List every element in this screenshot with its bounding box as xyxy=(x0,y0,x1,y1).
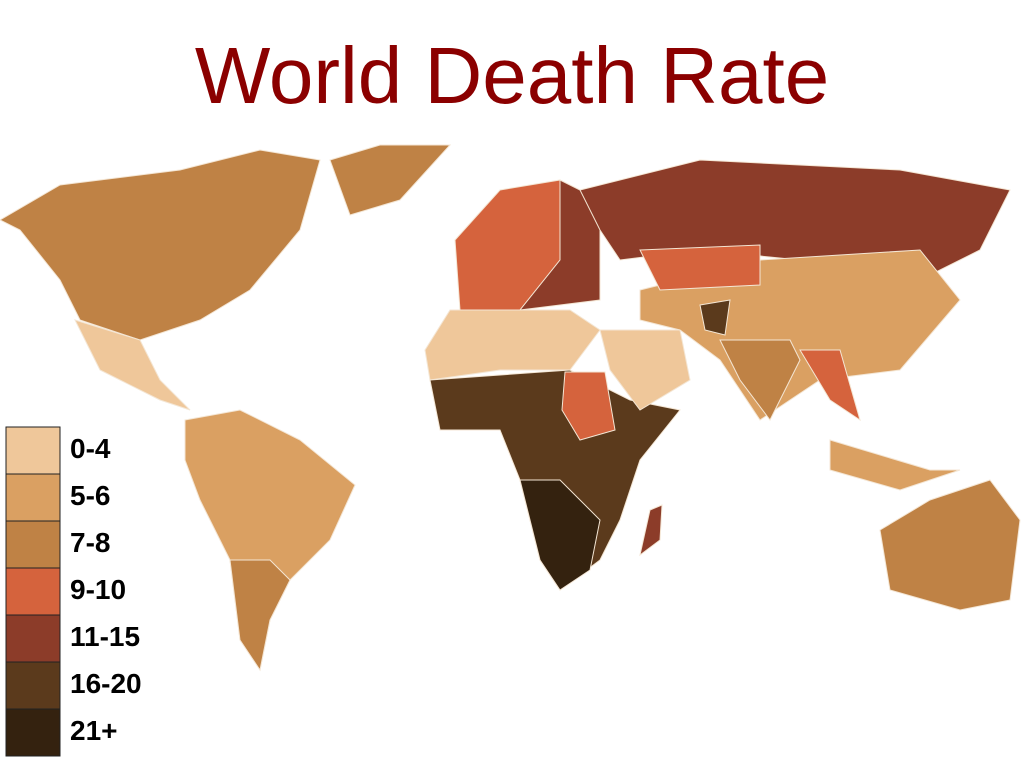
middle-east xyxy=(599,329,691,411)
legend-swatch xyxy=(5,567,61,616)
legend-swatch xyxy=(5,520,61,569)
kazakhstan xyxy=(639,244,761,291)
south-america xyxy=(184,409,356,672)
legend-label: 7-8 xyxy=(70,527,110,558)
legend-swatch xyxy=(5,473,61,522)
legend-label: 5-6 xyxy=(70,480,110,511)
north-america xyxy=(0,149,321,341)
southeast-asia xyxy=(799,349,861,422)
sudan xyxy=(561,371,616,441)
southern-africa xyxy=(519,479,601,591)
world-map xyxy=(0,144,1021,672)
indonesia xyxy=(829,439,961,491)
india xyxy=(719,339,801,421)
madagascar xyxy=(639,504,663,557)
legend-swatch xyxy=(5,661,61,710)
australia xyxy=(879,479,1021,611)
legend-label: 21+ xyxy=(70,715,118,746)
southern-cone xyxy=(229,559,291,672)
greenland xyxy=(329,144,452,216)
legend-label: 11-15 xyxy=(70,621,140,652)
legend-swatch xyxy=(5,426,61,475)
legend-label: 16-20 xyxy=(70,668,142,699)
legend-label: 9-10 xyxy=(70,574,126,605)
legend: 0-4 5-6 7-8 9-10 11-15 16-20 21+ xyxy=(5,426,142,757)
legend-label: 0-4 xyxy=(70,433,111,464)
north-africa xyxy=(424,309,601,381)
afghanistan xyxy=(699,299,731,336)
title: World Death Rate xyxy=(195,31,829,120)
central-america xyxy=(74,319,191,411)
legend-swatch xyxy=(5,614,61,663)
legend-swatch xyxy=(5,708,61,757)
